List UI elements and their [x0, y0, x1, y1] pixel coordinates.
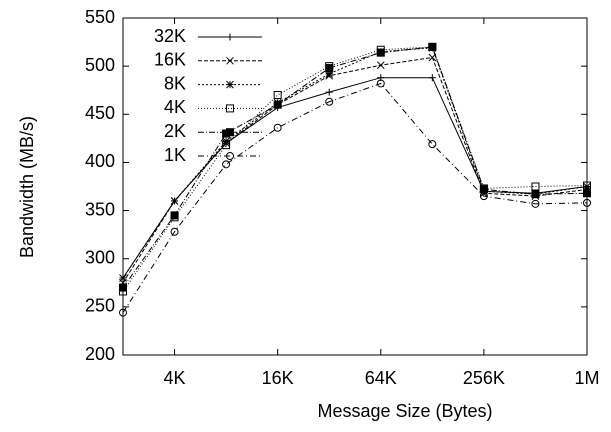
marker	[531, 190, 540, 199]
marker-circle	[325, 97, 334, 106]
legend-label: 4K	[164, 97, 186, 117]
marker-square	[119, 283, 127, 292]
marker	[428, 53, 437, 62]
marker-stroke	[119, 274, 127, 282]
x-tick-label: 64K	[365, 368, 397, 388]
marker	[325, 88, 333, 96]
marker-square	[226, 128, 234, 137]
marker-square	[479, 185, 488, 194]
marker-circle	[170, 227, 179, 236]
marker	[222, 141, 231, 150]
marker-circle	[531, 199, 540, 208]
marker-stroke	[170, 197, 179, 205]
y-tick-label: 450	[85, 103, 115, 123]
marker-stroke	[226, 80, 234, 89]
legend-label: 16K	[154, 50, 186, 70]
series-line	[122, 46, 588, 288]
x-axis-label: Message Size (Bytes)	[317, 401, 492, 421]
x-tick-label: 16K	[262, 368, 294, 388]
marker	[226, 33, 234, 41]
marker	[531, 182, 540, 191]
marker	[325, 97, 334, 106]
marker-circle	[428, 140, 437, 149]
series-line	[122, 77, 588, 279]
marker	[226, 56, 234, 65]
x-tick-label: 1M	[574, 368, 599, 388]
marker-circle	[273, 123, 282, 132]
marker	[170, 211, 179, 220]
series-line	[122, 56, 588, 284]
marker-circle	[119, 308, 127, 317]
marker	[583, 181, 591, 190]
series-line	[122, 46, 588, 292]
marker	[428, 74, 436, 82]
marker	[583, 189, 591, 198]
marker	[428, 140, 437, 149]
marker-square	[273, 91, 282, 100]
marker	[119, 283, 127, 292]
marker	[170, 227, 179, 236]
marker-circle	[583, 198, 591, 207]
marker-square	[273, 100, 282, 109]
marker	[226, 128, 234, 137]
marker-circle	[226, 152, 234, 160]
legend-label: 2K	[164, 121, 186, 141]
x-tick-label: 256K	[463, 368, 505, 388]
marker-circle	[376, 79, 385, 88]
marker-square	[428, 42, 437, 51]
marker-stroke	[428, 53, 437, 62]
series-line	[122, 82, 588, 313]
y-tick-label: 350	[85, 199, 115, 219]
marker-square	[170, 211, 179, 220]
marker	[222, 160, 231, 169]
y-tick-label: 550	[85, 7, 115, 27]
y-tick-label: 300	[85, 247, 115, 267]
marker-circle	[222, 160, 231, 169]
marker	[226, 104, 234, 113]
marker	[170, 197, 179, 205]
marker	[583, 198, 591, 207]
marker-square	[531, 182, 540, 191]
marker-square	[376, 48, 385, 57]
series-line	[122, 47, 588, 279]
marker	[273, 123, 282, 132]
marker	[376, 48, 385, 57]
marker	[428, 42, 437, 51]
marker	[531, 199, 540, 208]
legend-label: 32K	[154, 26, 186, 46]
marker	[273, 100, 282, 109]
y-tick-label: 200	[85, 344, 115, 364]
marker-stroke	[226, 56, 234, 65]
marker-stroke	[376, 61, 385, 70]
legend-label: 1K	[164, 145, 186, 165]
y-tick-label: 250	[85, 296, 115, 316]
marker-square	[222, 141, 231, 150]
y-axis-label: Bandwidth (MB/s)	[17, 116, 37, 258]
marker	[119, 274, 127, 282]
y-tick-label: 400	[85, 151, 115, 171]
marker	[226, 80, 234, 89]
marker	[376, 61, 385, 70]
marker-square	[325, 64, 334, 73]
marker	[479, 192, 488, 201]
marker-square	[583, 181, 591, 190]
legend-label: 8K	[164, 73, 186, 93]
marker	[325, 64, 334, 73]
marker	[273, 91, 282, 100]
y-tick-label: 500	[85, 55, 115, 75]
marker	[376, 79, 385, 88]
marker	[479, 185, 488, 194]
marker	[119, 308, 127, 317]
marker	[226, 152, 234, 160]
x-tick-label: 4K	[164, 368, 186, 388]
marker-circle	[479, 192, 488, 201]
marker-square	[583, 189, 591, 198]
marker-square	[531, 190, 540, 199]
marker-square	[226, 104, 234, 113]
